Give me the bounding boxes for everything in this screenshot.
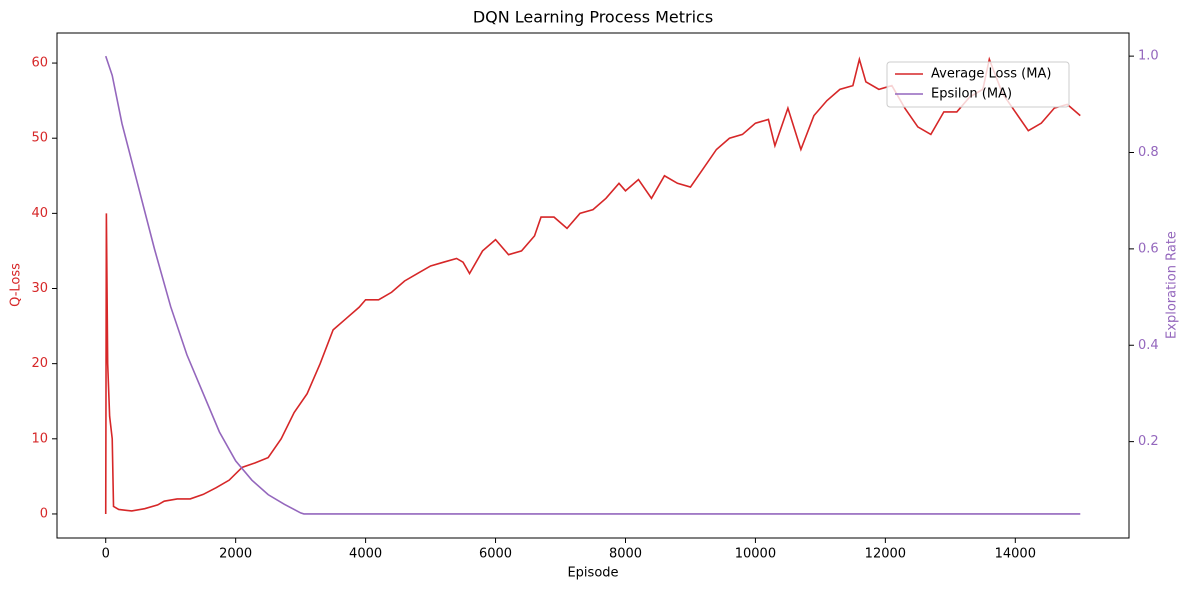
chart-title: DQN Learning Process Metrics [473,8,713,27]
legend-label: Average Loss (MA) [931,67,1051,82]
x-tick-label: 12000 [865,547,906,562]
y-tick-label: 60 [31,56,48,71]
x-tick-label: 10000 [735,547,776,562]
x-tick-label: 2000 [219,547,252,562]
y-tick-label: 40 [31,206,48,221]
y2-axis-label: Exploration Rate [1165,231,1180,339]
line-series [104,56,1081,514]
y-tick-label: 30 [31,281,48,296]
x-tick-label: 14000 [995,547,1036,562]
legend-label: Epsilon (MA) [931,87,1012,102]
legend-box [886,61,1070,108]
x-axis-label: Episode [567,566,618,581]
y2-tick-label: 0.6 [1138,241,1159,256]
y-tick-label: 20 [31,356,48,371]
y2-tick-label: 1.0 [1138,49,1159,64]
y-axis-label: Q-Loss [9,263,24,307]
y2-tick-label: 0.4 [1138,338,1159,353]
y2-tick-label: 0.2 [1138,434,1159,449]
y-tick-label: 10 [31,431,48,446]
line-series [104,55,1081,515]
y2-tick-label: 0.8 [1138,145,1159,160]
x-tick-label: 8000 [609,547,642,562]
x-tick-label: 4000 [349,547,382,562]
y-tick-label: 50 [31,131,48,146]
y-tick-label: 0 [40,506,48,521]
x-tick-label: 6000 [479,547,512,562]
plot-frame [56,32,1130,539]
x-tick-label: 0 [102,547,110,562]
